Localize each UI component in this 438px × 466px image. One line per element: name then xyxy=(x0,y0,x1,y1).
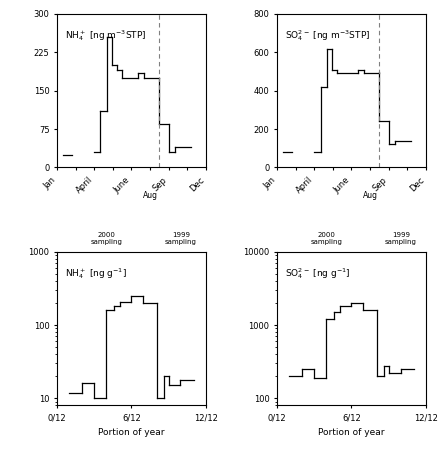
X-axis label: Portion of year: Portion of year xyxy=(98,428,164,437)
Text: Aug: Aug xyxy=(362,191,377,199)
Text: NH$_4^+$ [ng m$^{-3}$STP]: NH$_4^+$ [ng m$^{-3}$STP] xyxy=(64,28,146,43)
X-axis label: Portion of year: Portion of year xyxy=(318,428,384,437)
Text: SO$_4^{2-}$ [ng g$^{-1}$]: SO$_4^{2-}$ [ng g$^{-1}$] xyxy=(284,267,350,281)
Text: 1999
sampling: 1999 sampling xyxy=(165,232,197,245)
Text: Aug: Aug xyxy=(142,191,157,199)
Text: 2000
sampling: 2000 sampling xyxy=(91,232,122,245)
Text: NH$_4^+$ [ng g$^{-1}$]: NH$_4^+$ [ng g$^{-1}$] xyxy=(64,267,126,281)
Text: SO$_4^{2-}$ [ng m$^{-3}$STP]: SO$_4^{2-}$ [ng m$^{-3}$STP] xyxy=(284,28,369,43)
Text: 1999
sampling: 1999 sampling xyxy=(384,232,416,245)
Text: 2000
sampling: 2000 sampling xyxy=(310,232,342,245)
